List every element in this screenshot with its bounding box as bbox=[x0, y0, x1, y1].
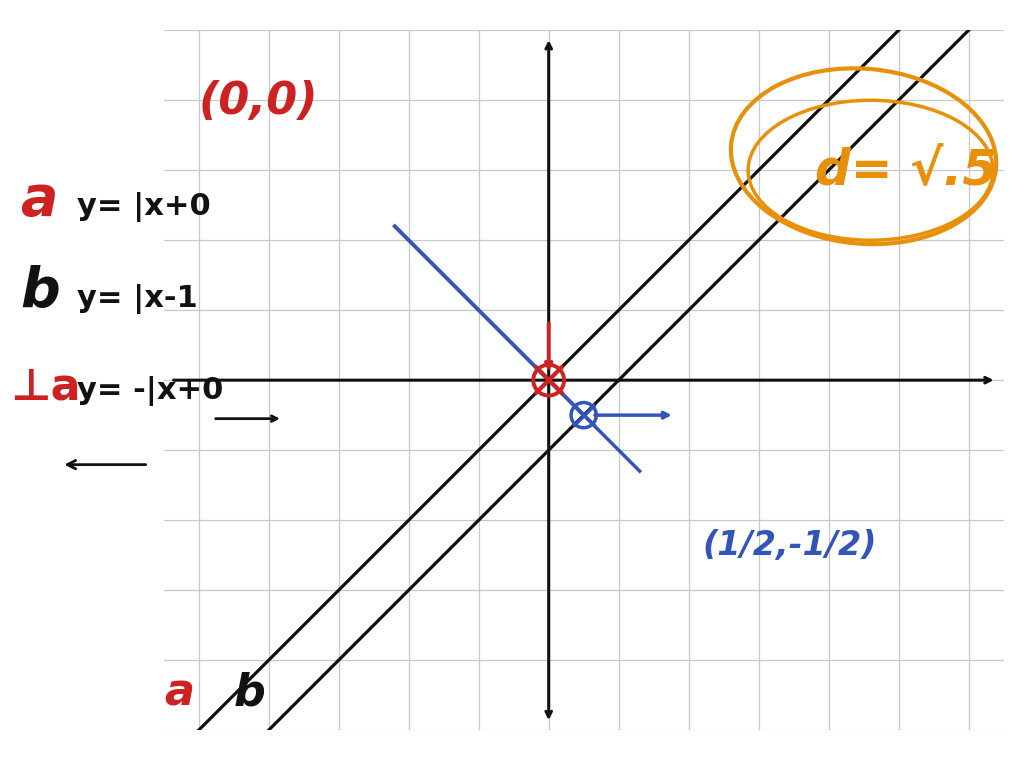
Text: d= √.5: d= √.5 bbox=[814, 146, 996, 194]
Text: ⊥a: ⊥a bbox=[10, 366, 81, 409]
Text: a: a bbox=[20, 173, 58, 227]
Text: (1/2,-1/2): (1/2,-1/2) bbox=[702, 529, 878, 562]
Text: a: a bbox=[164, 671, 194, 714]
Text: y= -|x+0: y= -|x+0 bbox=[77, 376, 223, 406]
Text: (0,0): (0,0) bbox=[199, 81, 318, 123]
Text: b: b bbox=[20, 265, 60, 319]
Text: y= |x-1: y= |x-1 bbox=[77, 284, 198, 314]
Text: b: b bbox=[233, 671, 265, 714]
Text: y= |x+0: y= |x+0 bbox=[77, 192, 211, 222]
